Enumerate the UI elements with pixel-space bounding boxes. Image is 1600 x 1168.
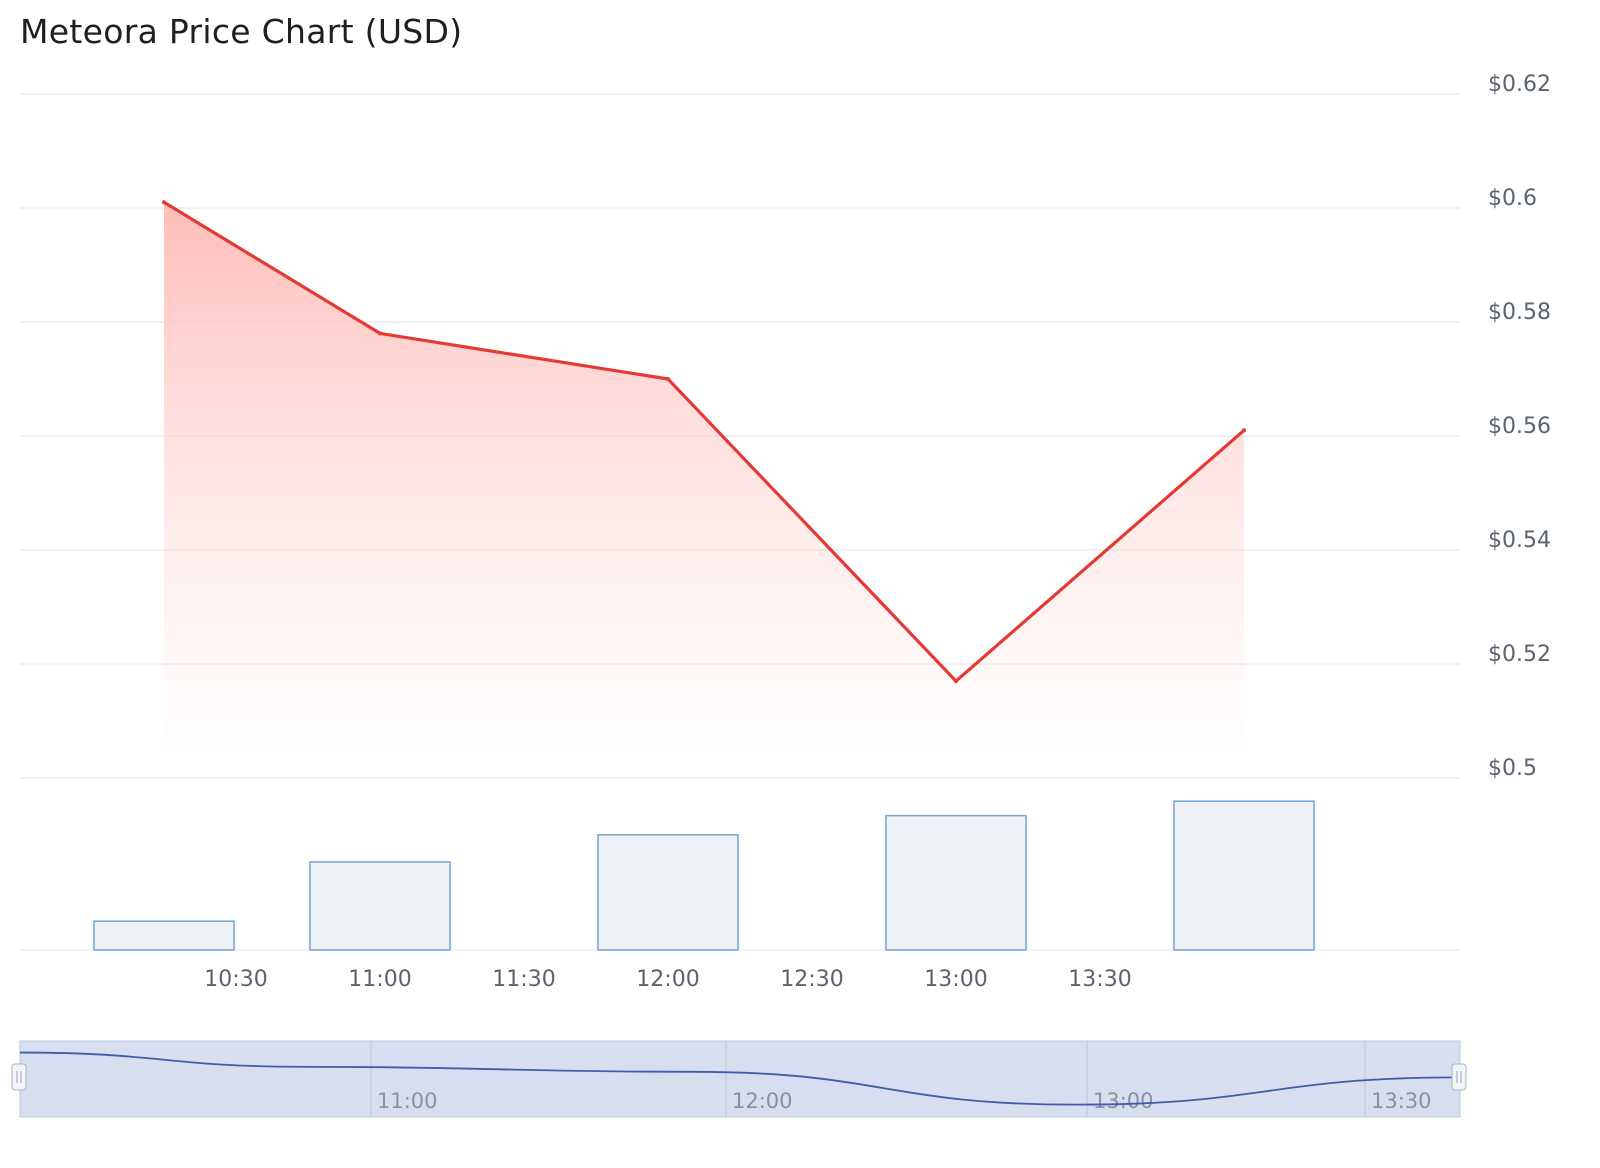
x-tick-label: 12:30 [780, 967, 843, 992]
navigator[interactable]: 11:00 12:00 13:00 13:30 [11, 1040, 1467, 1118]
y-tick-label: $0.5 [1488, 756, 1537, 781]
y-tick-label: $0.62 [1488, 72, 1551, 97]
navigator-handle-right[interactable] [1451, 1063, 1467, 1091]
price-point[interactable] [1242, 428, 1246, 433]
x-tick-label: 11:30 [492, 967, 555, 992]
x-axis-labels: 10:30 11:00 11:30 12:00 12:30 13:00 13:30 [204, 967, 1131, 992]
y-tick-label: $0.54 [1488, 528, 1551, 553]
y-axis-labels: $0.62 $0.6 $0.58 $0.56 $0.54 $0.52 $0.5 [1488, 72, 1551, 781]
handle-body[interactable] [11, 1063, 27, 1091]
x-tick-label: 13:00 [924, 967, 987, 992]
navigator-tick-label: 13:00 [1093, 1089, 1154, 1113]
volume-bar [885, 814, 1027, 951]
volume-bar [309, 861, 451, 951]
x-tick-label: 12:00 [636, 967, 699, 992]
navigator-tick-label: 12:00 [732, 1089, 793, 1113]
volume-bar [93, 920, 235, 951]
price-point[interactable] [162, 200, 166, 205]
price-area-fill [164, 202, 1244, 751]
x-tick-label: 10:30 [204, 967, 267, 992]
price-point[interactable] [954, 679, 958, 684]
price-line[interactable] [162, 200, 1246, 684]
navigator-window[interactable] [19, 1040, 1461, 1118]
price-point[interactable] [666, 377, 670, 381]
y-tick-label: $0.52 [1488, 642, 1551, 667]
volume-bars [93, 800, 1315, 951]
navigator-series-line [19, 1051, 1461, 1106]
y-tick-label: $0.56 [1488, 414, 1551, 439]
y-tick-label: $0.58 [1488, 300, 1551, 325]
x-tick-label: 11:00 [348, 967, 411, 992]
navigator-tick-label: 13:30 [1371, 1089, 1432, 1113]
navigator-tick-label: 11:00 [377, 1089, 438, 1113]
y-tick-label: $0.6 [1488, 186, 1537, 211]
navigator-handle-left[interactable] [11, 1063, 27, 1091]
price-area [164, 202, 1244, 751]
price-point[interactable] [378, 331, 382, 336]
x-tick-label: 13:30 [1068, 967, 1131, 992]
handle-body[interactable] [1451, 1063, 1467, 1091]
chart-title: Meteora Price Chart (USD) [20, 12, 463, 51]
volume-bar [1173, 800, 1315, 951]
volume-bar [597, 833, 739, 951]
